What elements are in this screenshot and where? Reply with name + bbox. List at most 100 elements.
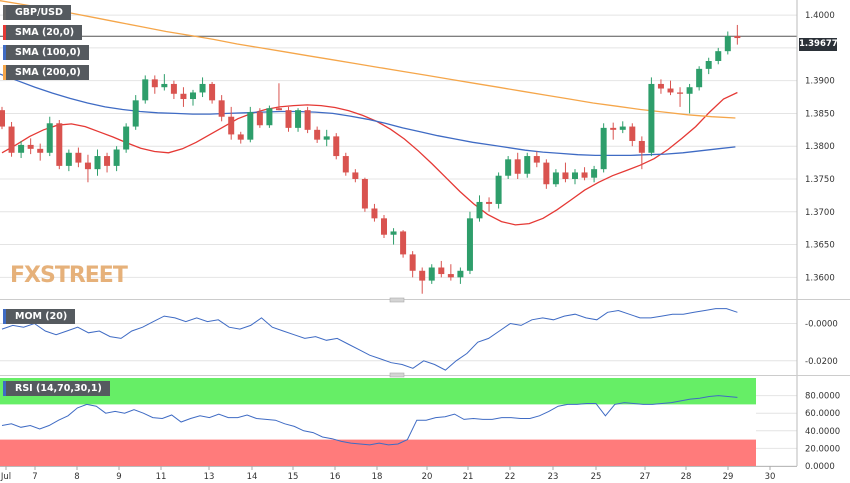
rsi-tick-label: 60.0000 [805,409,840,419]
candle-body [180,93,187,100]
candle-body [27,144,34,149]
mom-line [1,308,738,371]
candle-body [495,175,502,204]
x-tick-label: 29 [723,472,734,482]
candle-body [352,172,359,179]
candle-body [619,126,626,130]
candle-body [209,83,216,101]
candle-body [696,68,703,88]
price-tick-label: 1.4000 [805,11,835,21]
candle-body [638,140,645,153]
x-tick-label: 13 [204,472,215,482]
candle-body [94,156,101,170]
candle-body [428,267,435,281]
x-tick-label: 8 [74,472,79,482]
x-tick-label: 7 [32,472,37,482]
candle-body [457,270,464,278]
fxstreet-logo: FXSTREET [10,263,128,288]
candle-body [677,92,684,94]
x-tick-label: 22 [505,472,516,482]
candle-body [0,110,5,127]
candle-body [447,274,454,278]
x-tick-label: 18 [372,472,383,482]
candle-body [591,169,598,178]
symbol-label: GBP/USD [3,5,71,20]
sma20-line [1,91,738,226]
x-tick-label: Jul [0,472,11,482]
sma100-line [0,73,736,157]
candle-body [466,218,473,271]
candle-body [75,152,82,163]
candle-body [562,172,569,179]
candle-body [486,201,493,204]
candle-body [304,110,311,130]
candle-body [104,156,111,166]
rsi-tick-label: 80.0000 [805,392,840,402]
candle-body [381,218,387,235]
price-tick-label: 1.3900 [805,77,835,87]
candle-body [18,144,25,153]
candle-body [734,36,741,39]
price-tick-label: 1.3600 [805,273,835,283]
x-tick-label: 30 [765,472,776,482]
candle-body [218,100,225,117]
candle-body [400,231,407,255]
x-tick-label: 28 [681,472,692,482]
x-tick-label: 23 [548,472,559,482]
candle-body [581,172,588,178]
candle-body [132,100,139,127]
sma200-line [0,0,736,119]
rsi-tick-label: 20.0000 [805,444,840,454]
price-tick-label: 1.3650 [805,241,835,251]
x-tick-label: 15 [288,472,299,482]
x-tick-label: 21 [463,472,474,482]
candle-body [390,231,397,235]
x-tick-label: 11 [156,472,167,482]
x-tick-label: 27 [640,472,651,482]
candle-body [237,134,244,140]
candle-body [705,61,712,69]
candle-body [371,208,378,219]
axis-ticks: 1.40001.39501.39001.38501.38001.37501.37… [0,11,840,482]
candle-body [199,83,206,93]
candle-body [56,123,63,166]
price-tick-label: 1.3700 [805,208,835,218]
x-tick-label: 16 [330,472,341,482]
candle-body [8,126,15,153]
candle-body [170,83,177,94]
rsi-tick-label: 40.0000 [805,427,840,437]
candle-body [667,88,674,93]
price-indicators [0,0,797,226]
candle-body [419,270,426,281]
candle-body [84,162,91,170]
pane-resize-handle [389,297,405,303]
candle-body [285,110,292,128]
candle-body [151,79,158,88]
pane-resize-handle [389,372,405,378]
candle-body [190,92,196,100]
candle-body [123,126,130,150]
candle-body [533,156,540,163]
candle-body [46,123,53,153]
legend-mom: MOM (20) [3,309,76,324]
candle-body [161,83,168,88]
rsi-overbought-zone [0,378,756,405]
candle-body [409,254,416,271]
candle-body [724,36,731,52]
candle-body [314,129,321,140]
candle-body [514,159,521,174]
candle-body [266,108,273,126]
candles [0,24,741,294]
x-tick-label: 25 [591,472,602,482]
mom-tick-label: -0.0200 [805,357,838,367]
candle-body [629,126,636,141]
candle-body [333,136,340,157]
candle-body [715,51,722,61]
x-tick-label: 9 [116,472,121,482]
price-tick-label: 1.3800 [805,142,835,152]
legend-sma200: SMA (200,0) [3,65,89,80]
x-tick-label: 14 [247,472,258,482]
rsi-tick-label: 0.0000 [805,462,835,472]
candle-body [476,201,483,219]
